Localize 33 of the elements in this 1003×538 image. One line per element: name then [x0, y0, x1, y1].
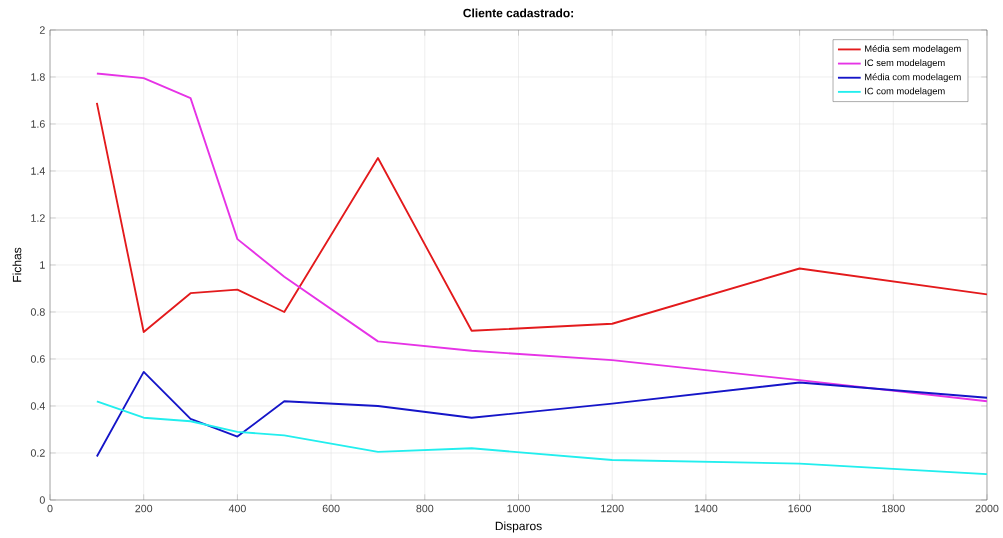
y-tick-label: 2 — [39, 26, 45, 34]
y-tick-label: 1.8 — [31, 73, 45, 81]
x-tick-label: 800 — [416, 504, 434, 513]
chart-title: Cliente cadastrado: — [463, 8, 574, 18]
y-tick-label: 1.2 — [31, 214, 45, 222]
line-series — [95, 72, 987, 403]
line-series — [95, 400, 987, 476]
line-series — [95, 101, 987, 333]
y-tick-label: 0.6 — [30, 355, 45, 363]
line-series — [95, 370, 987, 458]
legend-label: IC com modelagem — [865, 87, 945, 97]
y-tick-label: 1.4 — [31, 167, 45, 175]
x-axis-title: Disparos — [495, 521, 542, 533]
x-tick-label: 1600 — [788, 504, 812, 513]
y-tick-label: 1.6 — [31, 120, 45, 128]
y-tick-label: 0 — [39, 496, 45, 504]
y-tick-label: 0.8 — [30, 308, 45, 316]
x-tick-label: 400 — [228, 504, 246, 513]
y-tick-label: 0.2 — [30, 449, 45, 457]
x-tick-label: 1200 — [601, 504, 624, 513]
y-axis-title: Fichas — [12, 247, 22, 282]
legend-label: IC sem modelagem — [865, 59, 945, 68]
y-tick-label: 1 — [40, 261, 45, 269]
x-tick-label: 1800 — [882, 504, 905, 513]
x-tick-label: 1400 — [694, 504, 718, 513]
x-tick-label: 200 — [135, 504, 153, 513]
x-tick-label: 0 — [47, 504, 53, 513]
legend-label: Média sem modelagem — [865, 45, 961, 54]
y-tick-label: 0.4 — [30, 402, 45, 410]
x-tick-label: 600 — [322, 504, 340, 513]
x-tick-label: 1000 — [507, 504, 530, 513]
legend-label: Média com modelagem — [865, 73, 961, 83]
x-tick-label: 2000 — [975, 504, 999, 513]
